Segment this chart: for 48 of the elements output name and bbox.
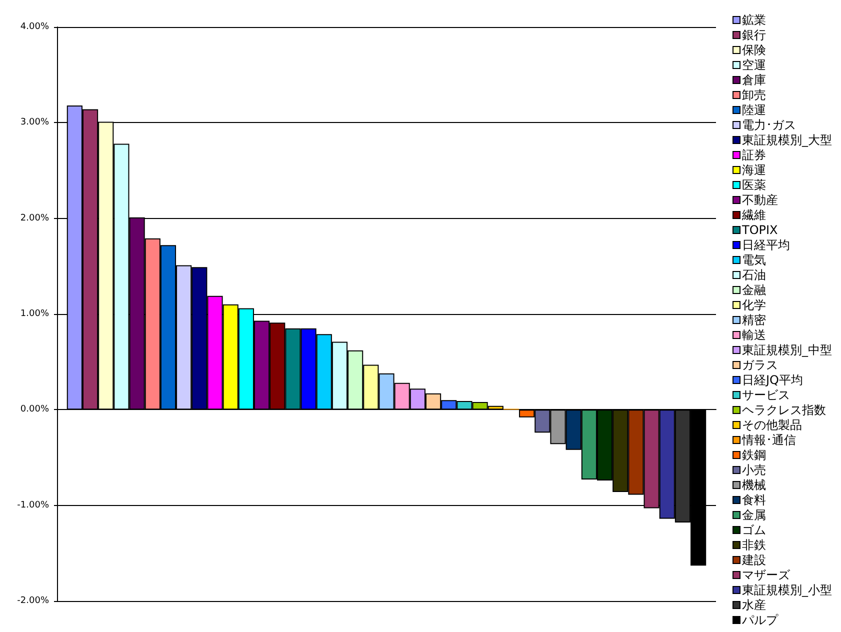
legend-label: 陸運 <box>742 103 766 117</box>
legend-label: 医薬 <box>742 178 766 192</box>
y-tick-label: -2.00% <box>17 596 50 606</box>
legend-label: 鉄鋼 <box>742 448 766 462</box>
legend-label: 日経平均 <box>742 238 790 252</box>
legend-label: サービス <box>742 388 790 402</box>
legend-label: 小売 <box>742 463 766 477</box>
legend-label: 情報･通信 <box>741 433 796 447</box>
legend-label: 東証規模別_小型 <box>742 583 832 597</box>
legend-label: 金属 <box>742 508 766 522</box>
legend-label: 機械 <box>742 478 766 492</box>
y-tick-label: 3.00% <box>20 118 50 128</box>
legend-label: 不動産 <box>742 193 778 207</box>
legend-label: 金融 <box>742 283 766 297</box>
legend-label: 化学 <box>742 298 766 312</box>
y-tick-label: -1.00% <box>17 500 50 510</box>
legend-label: 海運 <box>742 163 766 177</box>
legend-label: 鉱業 <box>742 13 766 27</box>
legend-label: 食料 <box>742 493 766 507</box>
y-tick-label: 0.00% <box>20 404 50 415</box>
legend-label: 水産 <box>742 598 766 612</box>
legend-label: 倉庫 <box>742 73 766 87</box>
legend-label: 非鉄 <box>742 538 766 552</box>
legend-label: 繊維 <box>741 208 766 222</box>
y-tick-label: 4.00% <box>20 22 50 32</box>
legend-label: パルプ <box>741 613 779 627</box>
legend-label: 証券 <box>742 148 766 162</box>
y-tick-label: 2.00% <box>20 213 50 224</box>
legend-label: 銀行 <box>742 28 766 42</box>
legend-label: その他製品 <box>742 418 802 432</box>
legend-label: 輸送 <box>742 328 766 342</box>
legend-label: TOPIX <box>741 223 778 237</box>
legend-label: 保険 <box>742 43 766 57</box>
legend-label: ゴム <box>742 523 766 537</box>
legend-label: ガラス <box>742 358 778 372</box>
legend-label: マザーズ <box>742 568 791 582</box>
legend-label: 卸売 <box>742 88 766 102</box>
legend-label: 石油 <box>742 268 766 282</box>
legend-label: ヘラクレス指数 <box>742 403 826 417</box>
legend-label: 空運 <box>742 58 766 72</box>
legend-label: 電力･ガス <box>742 118 796 132</box>
legend-label: 日経JQ平均 <box>742 373 803 387</box>
y-tick-label: 1.00% <box>20 309 50 319</box>
legend-label: 建設 <box>741 553 766 567</box>
legend-label: 電気 <box>742 253 766 267</box>
legend-label: 東証規模別_大型 <box>742 133 832 147</box>
legend-label: 精密 <box>742 313 766 327</box>
legend-label: 東証規模別_中型 <box>742 343 832 357</box>
